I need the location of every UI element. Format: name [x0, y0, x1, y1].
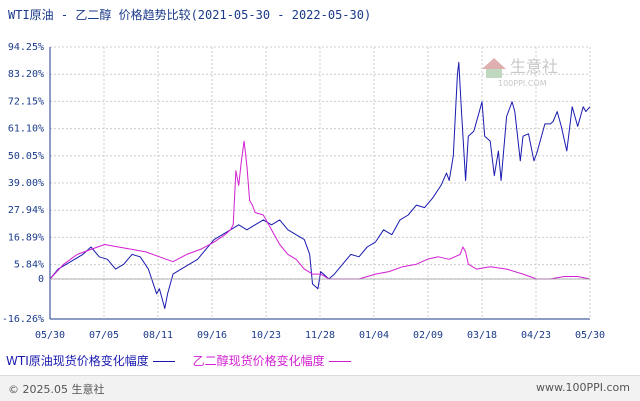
x-tick-label: 09/16 [197, 330, 227, 341]
x-axis-ticks: 05/30 07/05 08/11 09/16 10/23 11/28 01/04 02/09… [35, 330, 605, 341]
y-tick-label: 0 [38, 274, 44, 285]
legend: WTI原油现货价格变化幅度 乙二醇现货价格变化幅度 [6, 352, 365, 369]
x-tick-label: 04/23 [521, 330, 551, 341]
y-tick-label: 50.05% [8, 151, 44, 162]
site-link[interactable]: www.100PPI.com [536, 381, 630, 394]
y-axis-ticks: 94.25% 83.20% 72.15% 61.10% 50.05% 39.00% 27.9… [2, 42, 44, 325]
legend-swatch-meg [328, 361, 351, 362]
watermark-url: 100PPI.COM [498, 79, 547, 88]
y-tick-label: -16.26% [2, 314, 44, 325]
series-lines [49, 61, 591, 309]
x-tick-label: 10/23 [251, 330, 281, 341]
series-line-1 [49, 140, 591, 280]
watermark-house-body [486, 69, 502, 78]
legend-label-meg: 乙二醇现货价格变化幅度 [192, 354, 325, 368]
x-tick-label: 08/11 [143, 330, 173, 341]
watermark: 生意社 100PPI.COM [482, 57, 558, 88]
footer: © 2025.05 生意社 www.100PPI.com [0, 375, 640, 401]
x-tick-label: 03/18 [467, 330, 497, 341]
watermark-brand: 生意社 [510, 57, 558, 76]
axes [49, 47, 590, 320]
legend-item-wti: WTI原油现货价格变化幅度 [6, 352, 175, 369]
series-line-0 [49, 61, 591, 309]
chart-title: WTI原油 - 乙二醇 价格趋势比较(2021-05-30 - 2022-05-… [8, 8, 372, 22]
watermark-house-icon [482, 58, 506, 69]
x-tick-label: 07/05 [89, 330, 119, 341]
y-tick-label: 16.89% [8, 232, 44, 243]
y-tick-label: 61.10% [8, 124, 44, 135]
y-tick-label: 39.00% [8, 178, 44, 189]
y-tick-label: 83.20% [8, 69, 44, 80]
x-tick-label: 11/28 [305, 330, 335, 341]
chart-canvas: 94.25% 83.20% 72.15% 61.10% 50.05% 39.00% 27.9… [2, 42, 605, 341]
legend-item-meg: 乙二醇现货价格变化幅度 [193, 352, 351, 369]
x-tick-label: 05/30 [575, 330, 605, 341]
y-tick-label: 27.94% [8, 205, 44, 216]
x-tick-label: 01/04 [359, 330, 389, 341]
y-tick-label: 5.84% [14, 260, 44, 271]
x-tick-label: 02/09 [413, 330, 443, 341]
y-tick-label: 94.25% [8, 42, 44, 53]
copyright-text: © 2025.05 生意社 [8, 383, 105, 396]
legend-label-wti: WTI原油现货价格变化幅度 [6, 354, 149, 368]
legend-swatch-wti [152, 361, 175, 362]
y-tick-label: 72.15% [8, 96, 44, 107]
x-tick-label: 05/30 [35, 330, 65, 341]
